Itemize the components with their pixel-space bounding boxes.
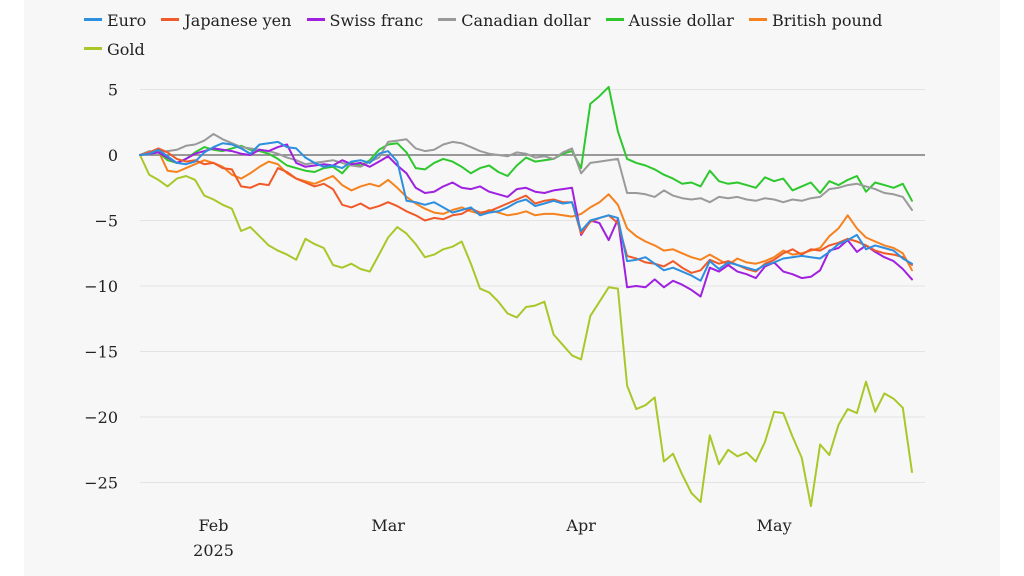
- legend-swatch: [84, 47, 102, 50]
- grid-lines: [140, 89, 925, 483]
- series-line-japanese-yen: [139, 147, 913, 274]
- y-tick-label: −25: [84, 474, 118, 493]
- legend-item: Aussie dollar: [605, 11, 734, 30]
- y-tick-label: −5: [94, 212, 118, 231]
- y-tick-label: 0: [108, 146, 118, 165]
- x-tick-sublabel: 2025: [193, 541, 234, 560]
- legend-item: Swiss franc: [306, 11, 424, 30]
- chart-panel: [24, 0, 1000, 576]
- legend-label: British pound: [771, 11, 883, 30]
- legend-swatch: [161, 18, 180, 21]
- series-line-euro: [139, 140, 913, 282]
- legend-swatch: [748, 18, 767, 21]
- legend-label: Gold: [107, 40, 145, 59]
- legend-label: Euro: [107, 11, 147, 30]
- legend-swatch: [438, 18, 457, 21]
- x-tick-label: Apr: [565, 516, 596, 535]
- series-lines: [139, 85, 913, 508]
- y-axis-tick-labels: 5 0 −5 −10 −15 −20 −25: [84, 81, 118, 493]
- legend-label: Swiss franc: [329, 11, 424, 30]
- series-line-british-pound: [139, 150, 913, 272]
- series-line-gold: [139, 154, 913, 508]
- y-tick-label: −15: [84, 343, 118, 362]
- legend-item: Japanese yen: [161, 11, 291, 30]
- x-tick-label: May: [757, 516, 792, 535]
- series-line-aussie-dollar: [139, 85, 913, 202]
- x-tick-label: Mar: [371, 516, 405, 535]
- chart-legend: Euro Japanese yen Swiss franc Canadian d…: [84, 6, 944, 64]
- legend-item: British pound: [748, 11, 883, 30]
- legend-item: Gold: [84, 40, 145, 59]
- legend-label: Canadian dollar: [461, 11, 591, 30]
- legend-swatch: [306, 18, 325, 21]
- y-tick-label: 5: [108, 81, 118, 100]
- x-tick-label: Feb: [199, 516, 229, 535]
- legend-item: Canadian dollar: [438, 11, 591, 30]
- y-tick-label: −20: [84, 408, 118, 427]
- legend-item: Euro: [84, 11, 146, 30]
- y-tick-label: −10: [84, 277, 118, 296]
- x-axis-tick-labels: Feb 2025 Mar Apr May: [193, 516, 791, 560]
- series-line-swiss-franc: [139, 143, 913, 298]
- legend-label: Japanese yen: [184, 11, 292, 30]
- legend-swatch: [605, 18, 624, 21]
- legend-swatch: [84, 18, 102, 21]
- legend-label: Aussie dollar: [628, 11, 734, 30]
